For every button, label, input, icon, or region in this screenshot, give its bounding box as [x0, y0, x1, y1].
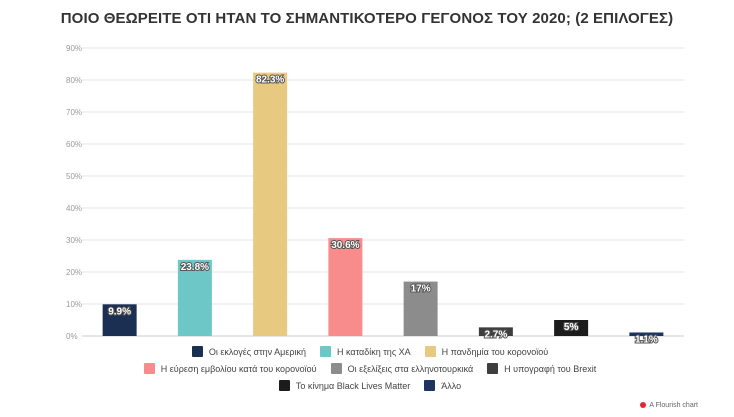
- y-tick-label: 30%: [66, 236, 82, 245]
- legend-item-4[interactable]: Η εύρεση εμβολίου κατά του κορονοϊού: [143, 361, 317, 378]
- legend-item-1[interactable]: Οι εκλογές στην Αμερική: [191, 344, 307, 361]
- bar-3[interactable]: [253, 72, 288, 336]
- flourish-credit[interactable]: A Flourish chart: [640, 402, 698, 409]
- bar-4[interactable]: [328, 238, 363, 336]
- legend-label: Οι εκλογές στην Αμερική: [208, 347, 307, 357]
- chart-title: ΠΟΙΟ ΘΕΩΡΕΙΤΕ ΟΤΙ ΗΤΑΝ ΤΟ ΣΗΜΑΝΤΙΚΟΤΕΡΟ …: [60, 10, 674, 27]
- data-label-3: 82.3%: [256, 75, 284, 86]
- bar-8[interactable]: [629, 332, 664, 336]
- legend-label: Η υπογραφή του Brexit: [504, 364, 597, 374]
- data-label-4: 30.6%: [331, 240, 359, 251]
- y-tick-label: 80%: [66, 76, 82, 85]
- footer-text: A Flourish chart: [649, 402, 698, 409]
- data-label-6: 2.7%: [484, 329, 507, 340]
- legend-item-3[interactable]: Η πανδημία του κορονοϊού: [424, 344, 549, 361]
- flourish-logo-icon: [640, 402, 647, 408]
- legend-label: Άλλο: [441, 381, 462, 391]
- y-axis-ticks: 0% 10% 20% 30% 40% 50% 60% 70% 80% 90%: [66, 44, 82, 341]
- bars: [102, 72, 664, 336]
- legend-item-8[interactable]: Άλλο: [424, 378, 461, 395]
- y-tick-label: 90%: [66, 44, 82, 53]
- y-tick-label: 70%: [66, 108, 82, 117]
- bar-5[interactable]: [403, 281, 438, 336]
- data-label-1: 9.9%: [108, 306, 131, 317]
- y-tick-label: 10%: [66, 300, 82, 309]
- legend-swatch: [424, 346, 436, 357]
- data-label-7: 5%: [564, 322, 579, 333]
- bar-6[interactable]: [478, 327, 513, 336]
- legend-swatch: [487, 363, 499, 374]
- y-tick-label: 0%: [66, 332, 78, 341]
- legend-label: Η πανδημία του κορονοϊού: [441, 347, 549, 357]
- y-tick-label: 50%: [66, 172, 82, 181]
- legend-swatch: [330, 363, 342, 374]
- data-label-8: 1.1%: [635, 334, 658, 345]
- legend-swatch: [320, 346, 332, 357]
- legend-item-2[interactable]: Η καταδίκη της ΧΑ: [320, 344, 411, 361]
- legend-item-6[interactable]: Η υπογραφή του Brexit: [487, 361, 596, 378]
- legend-swatch: [278, 380, 290, 391]
- y-tick-label: 20%: [66, 268, 82, 277]
- legend-swatch: [143, 363, 155, 374]
- data-labels: 9.9% 23.8% 82.3% 30.6% 17% 2.7% 5% 1.1%: [107, 74, 659, 347]
- legend: Οι εκλογές στην Αμερική Η καταδίκη της ΧΑ…: [100, 344, 640, 395]
- legend-item-5[interactable]: Οι εξελίξεις στα ελληνοτουρκικά: [330, 361, 474, 378]
- legend-label: Η εύρεση εμβολίου κατά του κορονοϊού: [160, 364, 317, 374]
- legend-label: Οι εξελίξεις στα ελληνοτουρκικά: [347, 364, 474, 374]
- gridlines: [82, 47, 684, 337]
- legend-label: Η καταδίκη της ΧΑ: [337, 347, 411, 357]
- legend-swatch: [191, 346, 203, 357]
- data-label-5: 17%: [411, 284, 431, 295]
- bar-1[interactable]: [102, 304, 137, 336]
- bar-7[interactable]: [554, 320, 589, 336]
- legend-item-7[interactable]: Το κίνημα Black Lives Matter: [278, 378, 411, 395]
- legend-label: Το κίνημα Black Lives Matter: [295, 381, 411, 391]
- legend-swatch: [424, 380, 436, 391]
- data-label-2: 23.8%: [181, 262, 209, 273]
- bar-2[interactable]: [177, 259, 212, 336]
- y-tick-label: 40%: [66, 204, 82, 213]
- y-tick-label: 60%: [66, 140, 82, 149]
